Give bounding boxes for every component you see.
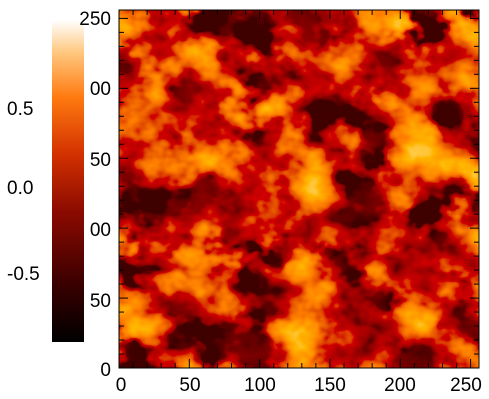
x-tick-label: 250 — [450, 375, 482, 396]
y-tick-label: 00 — [90, 79, 111, 100]
heatmap-image — [119, 10, 479, 368]
x-tick-label: 50 — [179, 375, 200, 396]
x-tick-label: 150 — [314, 375, 346, 396]
colorbar-tick-label: 0.5 — [7, 99, 33, 120]
y-tick-label: 50 — [90, 291, 111, 312]
x-tick-label: 200 — [384, 375, 416, 396]
x-tick-label: 100 — [244, 375, 276, 396]
colorbar-tick-label: -0.5 — [7, 264, 40, 285]
y-tick-label: 0 — [100, 360, 111, 381]
colorbar — [52, 20, 84, 342]
colorbar-tick-label: 0.0 — [7, 178, 33, 199]
y-tick-label: 50 — [90, 150, 111, 171]
y-tick-label: 250 — [79, 9, 111, 30]
x-tick-label: 0 — [116, 375, 127, 396]
y-axis: 250 00 50 00 50 0 — [79, 9, 111, 381]
x-axis: 0 50 100 150 200 250 — [116, 375, 482, 396]
y-tick-label: 00 — [90, 220, 111, 241]
tick-marks — [118, 10, 479, 369]
plot-frame — [118, 9, 480, 369]
